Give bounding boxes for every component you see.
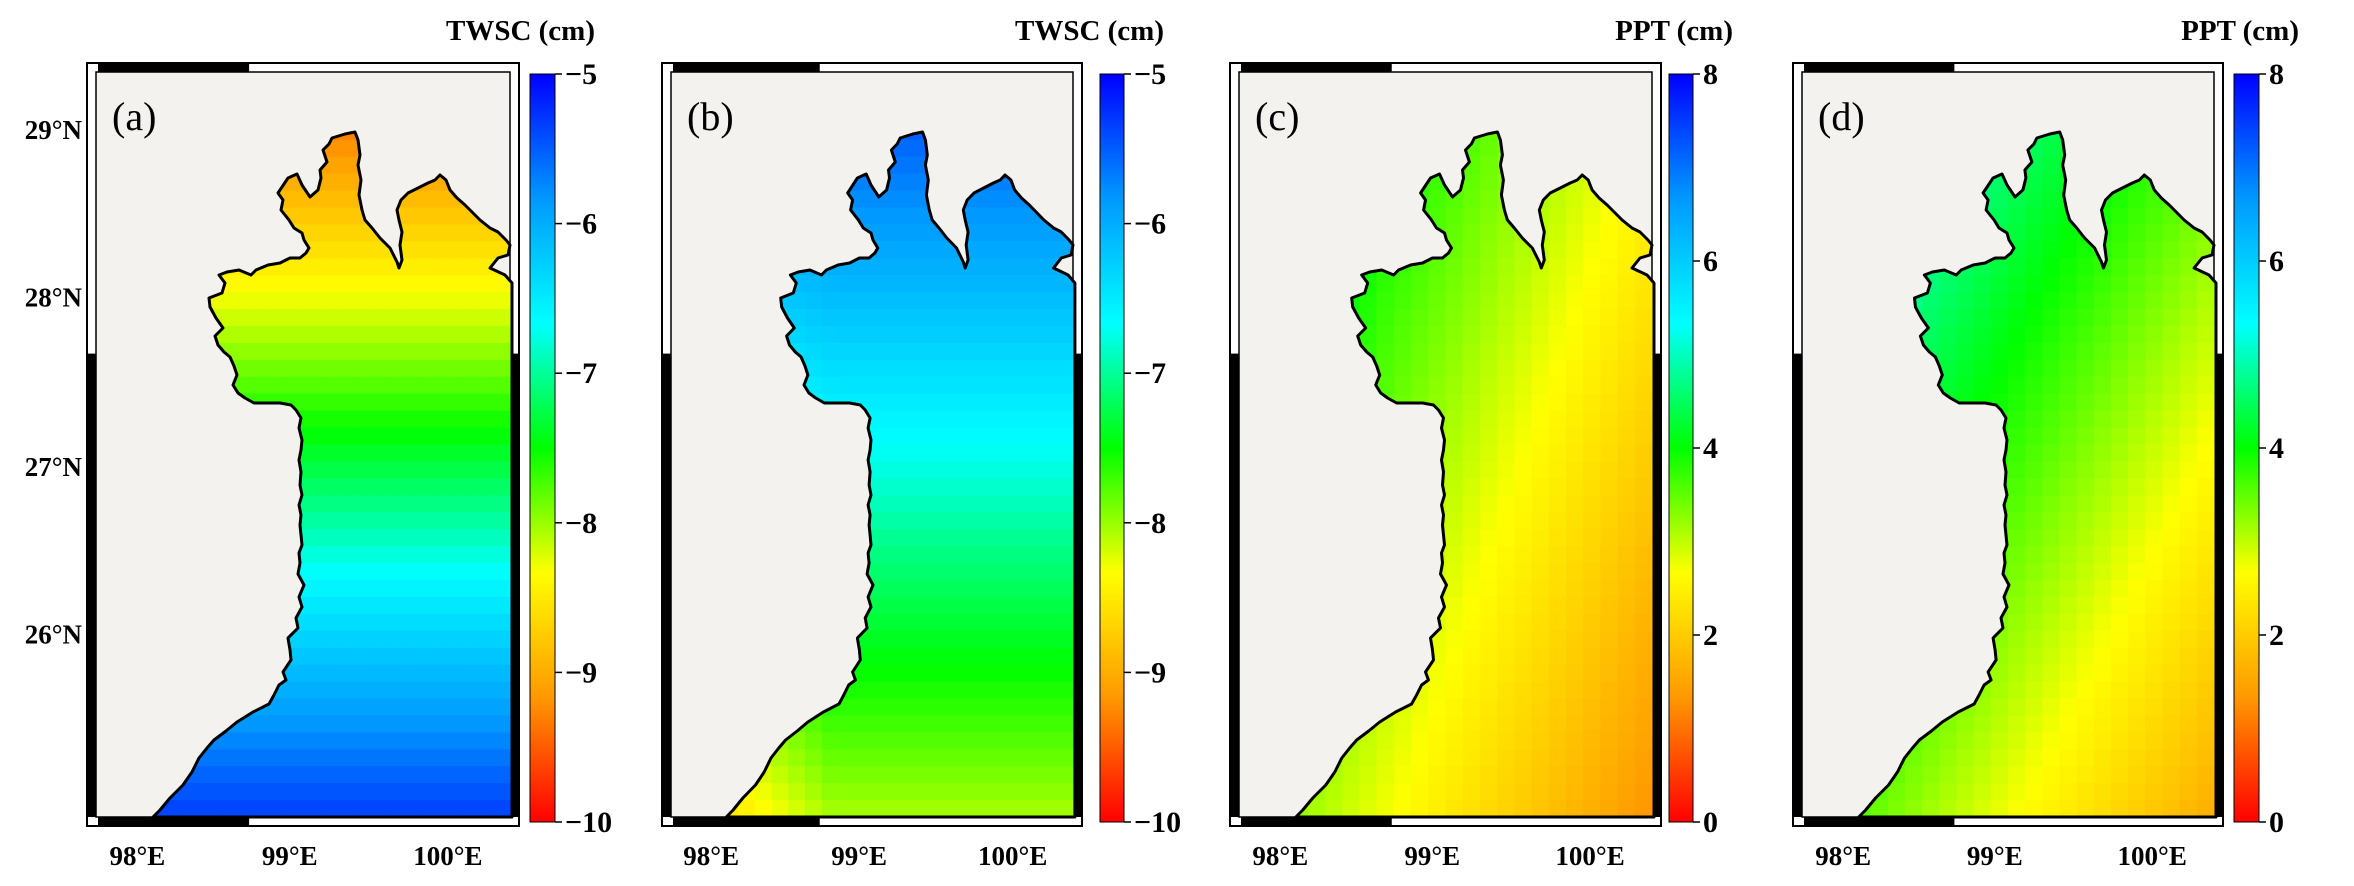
region-outline <box>1294 130 1656 819</box>
lon-tick-label: 98°E <box>109 841 165 871</box>
lon-tick-label: 99°E <box>1967 841 2023 871</box>
colorbar-scale <box>2233 73 2260 823</box>
panel-c: (c) 98°E 99°E 100°E 8 6 4 2 0 PPT (cm) <box>1229 15 1733 871</box>
colorbar-tick-label: −8 <box>565 507 597 540</box>
lon-tick-label: 100°E <box>978 841 1047 871</box>
border-segment <box>1804 63 1955 73</box>
colorbar: −5 −6 −7 −8 −9 −10 TWSC (cm) <box>446 15 612 839</box>
border-segment <box>1072 353 1082 817</box>
border-segment <box>1241 63 1392 73</box>
colorbar-tick-label: 6 <box>1703 245 1718 278</box>
colorbar-tick-label: 6 <box>2269 245 2284 278</box>
panel-label: (a) <box>112 94 156 139</box>
colorbar-tick-label: −9 <box>1134 656 1166 689</box>
colorbar-tick-label: −7 <box>1134 357 1166 390</box>
region-outline <box>724 130 1077 819</box>
border-segment <box>1651 353 1661 817</box>
lon-tick-label: 100°E <box>1555 841 1624 871</box>
colorbar-title: TWSC (cm) <box>446 15 595 47</box>
colorbar-tick-label: −7 <box>565 357 597 390</box>
colorbar-tick-label: −10 <box>565 806 612 839</box>
colorbar-tick-label: −6 <box>1134 208 1166 241</box>
colorbar-tick-label: 8 <box>1703 58 1718 91</box>
border-segment <box>1804 816 1955 826</box>
colorbar-title: PPT (cm) <box>1615 15 1733 47</box>
colorbar-tick-label: 4 <box>1703 432 1718 465</box>
lon-tick-label: 99°E <box>1404 841 1460 871</box>
border-segment <box>1793 353 1803 817</box>
border-segment <box>1230 353 1240 817</box>
panel-label: (c) <box>1255 94 1299 139</box>
colorbar-scale <box>529 73 556 823</box>
colorbar-tick-label: −9 <box>565 656 597 689</box>
lat-tick-label: 26°N <box>25 619 83 649</box>
lat-tick-label: 27°N <box>25 452 83 482</box>
region-outline <box>151 130 514 819</box>
panel-label: (b) <box>687 94 734 139</box>
border-segment <box>673 816 820 826</box>
colorbar-title: PPT (cm) <box>2181 15 2299 47</box>
colorbar-scale <box>1668 73 1694 823</box>
colorbar-tick-label: 0 <box>1703 806 1718 839</box>
border-segment <box>98 816 250 826</box>
panel-a: (a) 98°E 99°E 100°E 29°N 28°N 27°N 26°N −5 −6 −7 −8… <box>25 15 612 871</box>
colorbar-tick-label: −5 <box>565 58 597 91</box>
panel-d: (d) 98°E 99°E 100°E 8 6 4 2 0 PPT (cm) <box>1792 15 2299 871</box>
colorbar-tick-label: −6 <box>565 208 597 241</box>
border-segment <box>509 353 519 817</box>
colorbar-title: TWSC (cm) <box>1015 15 1164 47</box>
colorbar: 8 6 4 2 0 PPT (cm) <box>1615 15 1733 839</box>
border-segment <box>1241 816 1392 826</box>
colorbar-tick-label: 8 <box>2269 58 2284 91</box>
border-segment <box>673 63 820 73</box>
lon-tick-label: 100°E <box>413 841 482 871</box>
lon-tick-label: 98°E <box>1815 841 1871 871</box>
lon-tick-label: 98°E <box>1252 841 1308 871</box>
colorbar-tick-label: 0 <box>2269 806 2284 839</box>
colorbar-tick-label: 4 <box>2269 432 2284 465</box>
colorbar: 8 6 4 2 0 PPT (cm) <box>2181 15 2299 839</box>
panel-label: (d) <box>1818 94 1865 139</box>
region-outline <box>1857 130 2218 819</box>
colorbar-tick-label: −5 <box>1134 58 1166 91</box>
lon-tick-label: 98°E <box>683 841 739 871</box>
border-segment <box>98 63 250 73</box>
lon-tick-label: 100°E <box>2118 841 2187 871</box>
colorbar-tick-label: 2 <box>2269 619 2284 652</box>
lat-tick-label: 29°N <box>25 115 83 145</box>
border-segment <box>662 353 672 817</box>
border-segment <box>2213 353 2223 817</box>
colorbar-tick-label: −8 <box>1134 507 1166 540</box>
colorbar: −5 −6 −7 −8 −9 −10 TWSC (cm) <box>1015 15 1181 839</box>
colorbar-tick-label: −10 <box>1134 806 1181 839</box>
lat-tick-label: 28°N <box>25 283 83 313</box>
colorbar-tick-label: 2 <box>1703 619 1718 652</box>
border-segment <box>87 353 97 817</box>
colorbar-scale <box>1099 73 1125 823</box>
lon-tick-label: 99°E <box>831 841 887 871</box>
panel-b: (b) 98°E 99°E 100°E −5 −6 −7 −8 −9 −10 TWSC (cm) <box>661 15 1181 871</box>
lon-tick-label: 99°E <box>262 841 318 871</box>
